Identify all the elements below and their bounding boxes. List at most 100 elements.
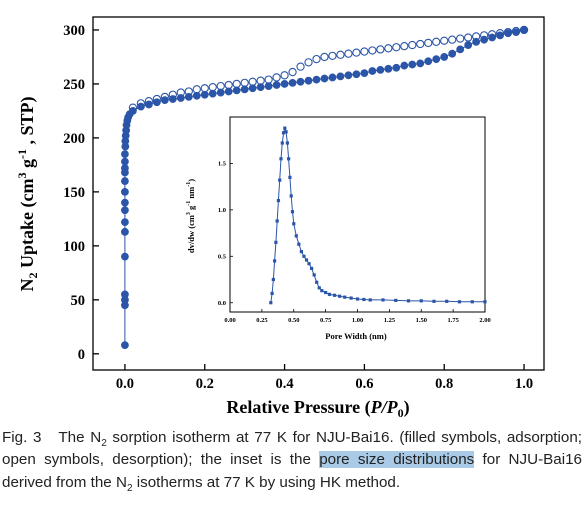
adsorption-point: [121, 150, 129, 158]
adsorption-point: [320, 74, 329, 83]
main-plot-frame: [92, 16, 545, 371]
adsorption-point: [176, 94, 185, 102]
adsorption-point: [192, 91, 201, 100]
adsorption-point: [232, 86, 241, 95]
adsorption-point: [488, 33, 497, 42]
inset-point: [349, 296, 353, 300]
adsorption-point: [424, 57, 433, 66]
inset-x-axis-label: Pore Width (nm): [325, 331, 387, 341]
desorption-point: [304, 58, 313, 67]
adsorption-point: [304, 76, 313, 85]
desorption-point: [264, 75, 273, 84]
adsorption-point: [376, 65, 385, 74]
inset-point: [310, 266, 314, 270]
adsorption-point: [224, 87, 233, 96]
adsorption-point: [312, 75, 321, 84]
inset-point: [470, 300, 474, 304]
desorption-point: [424, 38, 433, 48]
inset-point: [271, 277, 275, 282]
desorption-point: [344, 49, 353, 58]
desorption-point: [288, 67, 297, 77]
main-y-axis: 0 50 100 150 200 250 300: [63, 23, 99, 363]
main-y-tick-label: 150: [63, 185, 85, 201]
inset-x-tick-label: 0.00: [224, 317, 235, 324]
inset-y-axis-label: dv/dw (cm3 g-1 nm-1): [186, 179, 196, 253]
adsorption-point: [121, 218, 129, 227]
desorption-point: [296, 62, 305, 71]
adsorption-point: [216, 88, 225, 97]
adsorption-point: [400, 61, 409, 70]
inset-point: [445, 299, 449, 303]
desorption-point: [448, 35, 457, 44]
inset-point: [432, 299, 436, 303]
adsorption-point: [256, 83, 265, 92]
inset-point: [317, 286, 321, 290]
inset-y-axis: 0.0 0.5 1.0 1.5: [218, 161, 233, 307]
adsorption-point: [296, 77, 305, 86]
inset-point: [284, 130, 288, 134]
inset-x-tick-label: 0.50: [288, 317, 299, 324]
main-x-tick-label: 0.2: [196, 376, 214, 392]
adsorption-point: [368, 67, 377, 75]
inset-series: [269, 126, 487, 305]
adsorption-point: [448, 49, 457, 58]
inset-point: [307, 262, 311, 266]
inset-point: [270, 291, 274, 296]
inset-point: [394, 298, 398, 302]
main-x-tick-label: 0.4: [276, 376, 294, 392]
inset-y-tick-label: 0.0: [218, 300, 226, 307]
desorption-point: [248, 77, 257, 86]
inset-point: [287, 157, 291, 161]
caption-text-1: The N: [58, 429, 102, 446]
adsorption-point: [480, 35, 489, 44]
desorption-point: [392, 43, 401, 52]
adsorption-point: [184, 92, 193, 101]
adsorption-point: [472, 37, 481, 46]
adsorption-point: [440, 53, 449, 61]
caption-subscript-2: 2: [126, 482, 133, 494]
adsorption-point: [121, 252, 129, 261]
inset-point: [273, 259, 277, 263]
inset-point: [276, 198, 281, 203]
adsorption-point: [121, 177, 129, 185]
adsorption-point: [392, 63, 401, 72]
adsorption-point: [208, 89, 217, 98]
inset-plot-frame: [229, 116, 486, 313]
adsorption-point: [121, 157, 129, 166]
inset-point: [283, 126, 287, 130]
desorption-point: [400, 41, 409, 51]
inset-point: [381, 298, 385, 302]
inset-point: [302, 254, 306, 258]
inset-point: [338, 294, 342, 298]
adsorption-point: [121, 198, 129, 207]
desorption-point: [456, 34, 465, 43]
inset-point: [269, 301, 273, 305]
inset-point: [290, 210, 295, 214]
main-y-tick-label: 50: [71, 293, 86, 309]
inset-point: [279, 157, 283, 161]
inset-point: [297, 242, 301, 246]
caption-label: Fig. 3: [2, 429, 42, 446]
desorption-point: [360, 47, 369, 56]
figure-caption: Fig. 3 The N2 sorption isotherm at 77 K …: [2, 427, 582, 494]
inset-x-tick-label: 1.25: [384, 317, 396, 324]
desorption-point: [224, 80, 233, 90]
inset-point: [483, 300, 487, 304]
inset-point: [320, 289, 324, 293]
adsorption-point: [504, 29, 512, 38]
desorption-point: [328, 51, 337, 61]
desorption-point: [208, 83, 217, 92]
adsorption-point: [129, 107, 137, 115]
main-x-tick-label: 0.6: [355, 376, 373, 392]
adsorption-point: [121, 341, 129, 350]
caption-highlight[interactable]: pore size distributions: [319, 451, 475, 469]
desorption-point: [352, 48, 361, 57]
inset-point: [332, 293, 337, 297]
inset-point: [355, 297, 360, 301]
desorption-point: [408, 40, 417, 50]
adsorption-point: [352, 70, 361, 79]
adsorption-point: [432, 55, 441, 64]
adsorption-point: [336, 72, 345, 81]
main-y-tick-label: 250: [63, 77, 85, 93]
